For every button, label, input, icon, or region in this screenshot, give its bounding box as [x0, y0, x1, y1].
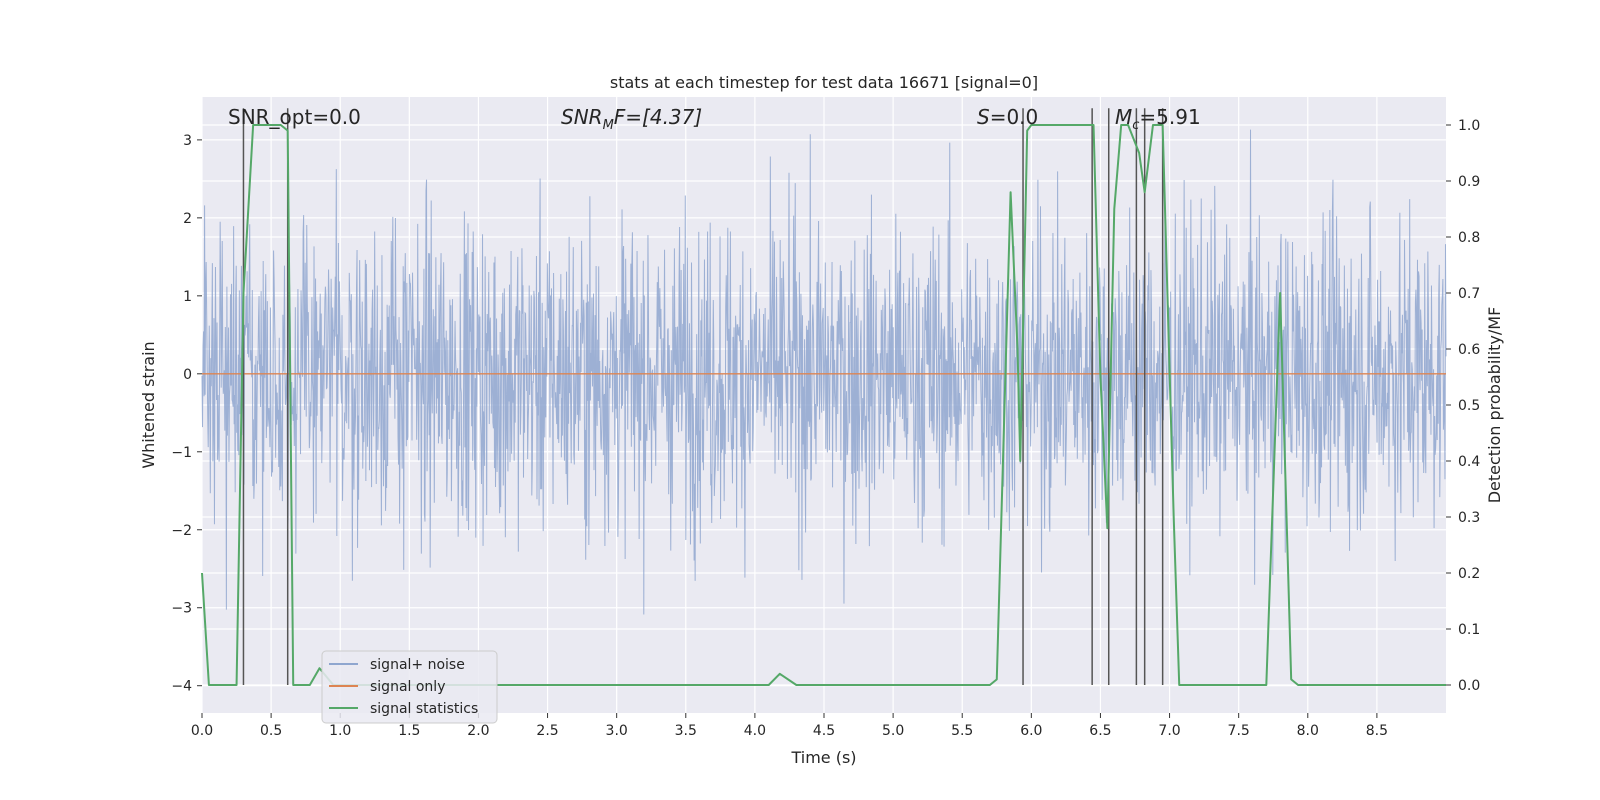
y-tick-label: −1	[171, 445, 192, 461]
x-tick-label: 0.5	[260, 723, 282, 739]
x-tick-label: 8.0	[1297, 723, 1319, 739]
chart-title: stats at each timestep for test data 166…	[610, 73, 1038, 92]
annotation-snr-opt: SNR_opt=0.0	[228, 105, 361, 129]
legend-label-signal: signal only	[370, 679, 445, 695]
y2-tick-label: 0.1	[1458, 622, 1480, 638]
annotation-s: S=0.0	[977, 105, 1038, 129]
y2-axis-label: Detection probability/MF	[1485, 307, 1504, 504]
y-axis-ticks: 3 2 1 0 −1 −2 −3 −4	[171, 133, 202, 695]
y-axis-label: Whitened strain	[139, 341, 158, 468]
detection-markers	[242, 108, 1164, 685]
x-tick-label: 6.5	[1089, 723, 1111, 739]
x-tick-label: 4.5	[813, 723, 835, 739]
y-tick-label: 3	[183, 133, 192, 149]
series-signal-statistics	[201, 124, 1446, 686]
signal-plus-noise-line	[201, 129, 1447, 615]
y2-tick-label: 0.8	[1458, 230, 1480, 246]
x-tick-label: 1.5	[398, 723, 420, 739]
annotation-mc: Mc=5.91	[1115, 105, 1201, 133]
legend-label-stats: signal statistics	[370, 701, 478, 717]
x-axis-ticks: 0.0 0.5 1.0 1.5 2.0 2.5 3.0 3.5 4.0 4.5 5.0 5.5 6.0 6…	[191, 713, 1388, 739]
x-tick-label: 8.5	[1366, 723, 1388, 739]
y2-tick-label: 0.9	[1458, 174, 1480, 190]
x-tick-label: 4.0	[744, 723, 766, 739]
x-tick-label: 2.0	[467, 723, 489, 739]
y-tick-label: 0	[183, 367, 192, 383]
y-tick-label: 2	[183, 211, 192, 227]
x-tick-label: 7.5	[1228, 723, 1250, 739]
y2-tick-label: 0.4	[1458, 454, 1480, 470]
y2-tick-label: 0.2	[1458, 566, 1480, 582]
x-tick-label: 0.0	[191, 723, 213, 739]
x-tick-label: 5.0	[882, 723, 904, 739]
x-tick-label: 5.5	[951, 723, 973, 739]
y-tick-label: 1	[183, 289, 192, 305]
x-tick-label: 2.5	[536, 723, 558, 739]
y-tick-label: −2	[171, 523, 192, 539]
y2-tick-label: 0.7	[1458, 286, 1480, 302]
x-tick-label: 3.5	[675, 723, 697, 739]
x-axis-label: Time (s)	[790, 748, 856, 767]
y-tick-label: −4	[171, 679, 192, 695]
x-tick-label: 7.0	[1158, 723, 1180, 739]
y2-axis-ticks: 1.0 0.9 0.8 0.7 0.6 0.5 0.4 0.3 0.2 0.1 0.0	[1446, 118, 1480, 694]
y2-tick-label: 0.0	[1458, 678, 1480, 694]
y2-tick-label: 0.3	[1458, 510, 1480, 526]
signal-statistics-line	[201, 124, 1446, 686]
legend-label-noise: signal+ noise	[370, 657, 465, 673]
legend-box	[321, 650, 498, 724]
x-tick-label: 3.0	[606, 723, 628, 739]
x-tick-label: 6.0	[1020, 723, 1042, 739]
y-tick-label: −3	[171, 601, 192, 617]
y2-tick-label: 1.0	[1458, 118, 1480, 134]
annotation-snr-mf: SNRMF=[4.37]	[561, 105, 702, 133]
x-tick-label: 1.0	[329, 723, 351, 739]
y2-tick-label: 0.5	[1458, 398, 1480, 414]
y2-tick-label: 0.6	[1458, 342, 1480, 358]
series-signal-plus-noise	[201, 129, 1447, 615]
legend: signal+ noise signal only signal statist…	[321, 650, 498, 724]
